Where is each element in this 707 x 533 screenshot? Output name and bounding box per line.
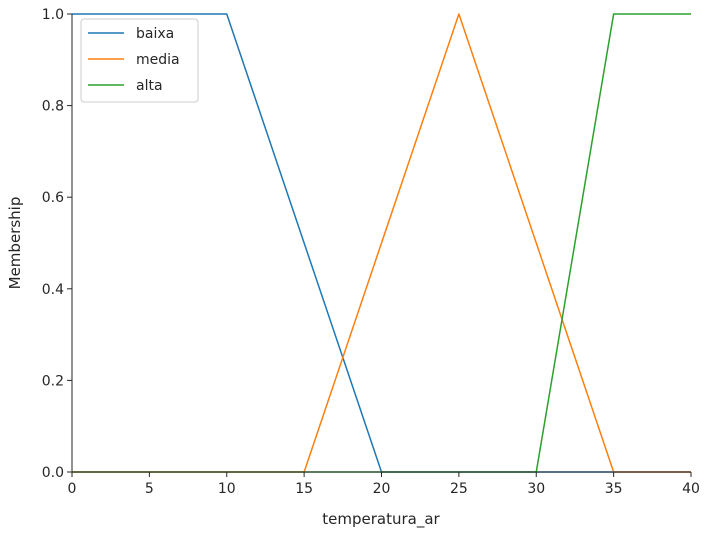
x-tick-label: 15 [295,481,313,497]
x-tick-label: 20 [373,481,391,497]
legend-label-alta: alta [136,78,163,94]
y-tick-label: 1.0 [42,7,64,23]
x-tick-label: 25 [450,481,468,497]
legend: baixa media alta [80,18,199,103]
y-ticks: 0.0 0.2 0.4 0.6 0.8 1.0 [42,7,72,481]
x-tick-label: 0 [68,481,77,497]
x-tick-label: 30 [527,481,545,497]
legend-label-media: media [136,52,180,68]
y-tick-label: 0.6 [42,190,64,206]
y-tick-label: 0.0 [42,465,64,481]
x-ticks: 0 5 10 15 20 25 30 35 40 [68,472,700,497]
x-axis-label: temperatura_ar [322,510,440,529]
x-tick-label: 10 [218,481,236,497]
x-tick-label: 40 [682,481,700,497]
legend-label-baixa: baixa [136,26,174,42]
x-tick-label: 35 [605,481,623,497]
x-tick-label: 5 [145,481,154,497]
legend-frame [80,18,199,103]
y-tick-label: 0.4 [42,282,64,298]
y-tick-label: 0.8 [42,99,64,115]
y-axis-label: Membership [6,197,24,290]
y-tick-label: 0.2 [42,373,64,389]
